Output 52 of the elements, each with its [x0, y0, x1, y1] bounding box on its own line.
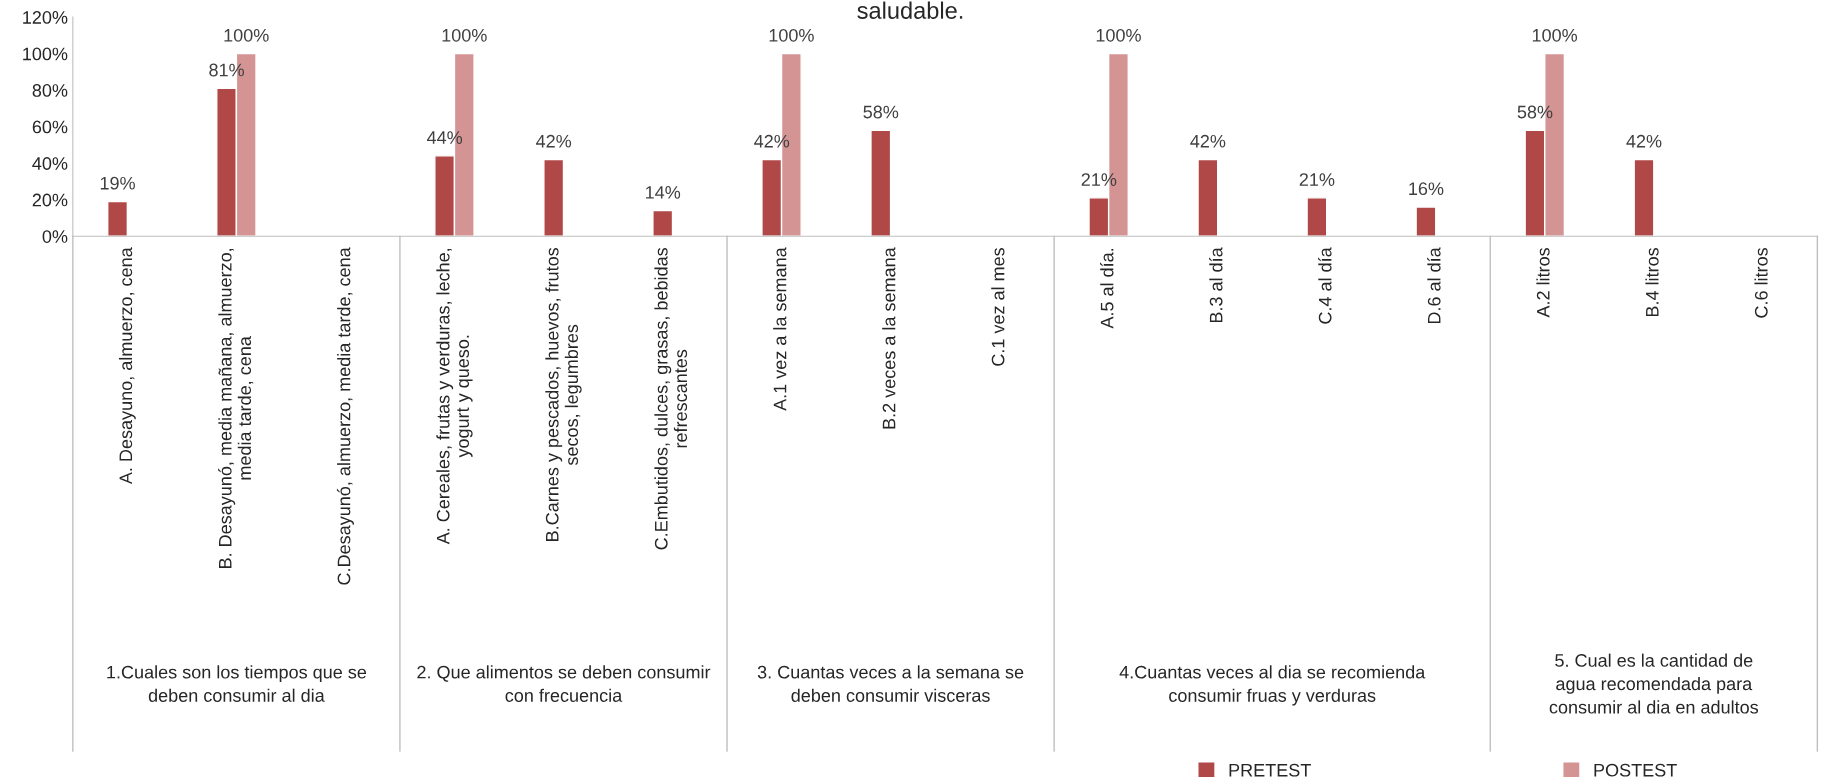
y-tick-label: 40% — [32, 157, 68, 170]
data-label: 100% — [442, 28, 487, 42]
y-tick-label: 120% — [23, 11, 68, 24]
y-tick-label: 60% — [32, 120, 68, 134]
bar — [1415, 206, 1437, 237]
text: 1.Cuales son los tiempos que se deben consumir al dia — [107, 665, 367, 702]
x-tick-label: B.4 litros — [1645, 247, 1659, 317]
x-tick-label: C.6 litros — [1754, 247, 1768, 318]
data-label: 42% — [1626, 134, 1662, 148]
bar — [1633, 158, 1655, 237]
data-label: 100% — [769, 28, 814, 42]
x-tick-label: C.4 al día — [1318, 247, 1332, 324]
data-label: 100% — [1532, 28, 1578, 42]
text: 2. Que alimentos se deben consumir con frecuencia — [417, 665, 711, 702]
x-tick-label: B.3 al día — [1209, 247, 1223, 323]
data-label: 100% — [224, 28, 269, 42]
bar — [107, 200, 129, 237]
x-tick-label: A. Cereales, frutas y verduras, leche, yogurt y queso. — [436, 248, 473, 545]
data-label: 21% — [1299, 173, 1335, 186]
x-tick-label: D.6 al día — [1427, 247, 1441, 324]
bar — [1197, 158, 1219, 237]
x-tick-label: A. Desayuno, almuerzo, cena — [118, 247, 136, 485]
x-tick-label: B.Carnes y pescados, huevos, frutos secos, legumbres — [545, 247, 582, 541]
data-label: 19% — [100, 176, 135, 190]
x-tick-label: C.Embutidos, dulces, grasas, bebidas refrescantes — [654, 247, 688, 550]
data-label: 100% — [1096, 28, 1141, 42]
x-tick-label: B.2 veces a la semana — [882, 247, 896, 429]
bar — [652, 209, 674, 237]
x-tick-label: C.Desayunó, almuerzo, media tarde, cena — [336, 247, 354, 585]
data-label: 16% — [1409, 182, 1444, 196]
x-tick-label: C.1 vez al mes — [991, 247, 1005, 366]
text: 3. Cuantas veces a la semana se deben consumir visceras — [757, 665, 1024, 702]
y-tick-label: 100% — [23, 47, 68, 61]
y-tick-label: 80% — [32, 84, 68, 97]
x-tick-label: A.1 vez a la semana — [773, 247, 787, 411]
data-label: 58% — [863, 105, 899, 119]
data-label: 42% — [536, 134, 572, 148]
y-tick-label: 0% — [42, 230, 68, 243]
chart-title: saludable. — [857, 1, 963, 19]
data-label: 42% — [1190, 134, 1226, 148]
data-label: 14% — [646, 186, 681, 199]
x-tick-label: B. Desayunó, media mañana, almuerzo, media tarde, cena — [218, 248, 254, 568]
y-tick-label: 20% — [32, 193, 68, 207]
x-tick-label: A.5 al día. — [1100, 248, 1114, 329]
text: 4.Cuantas veces al dia se recomienda consumir fruas y verduras — [1119, 665, 1426, 706]
legend-label: PRETEST — [1229, 763, 1311, 777]
bar — [1306, 197, 1328, 237]
legend-label: POSTEST — [1594, 763, 1677, 777]
text: 5. Cual es la cantidad de agua recomendada para consumir al dia en adultos — [1549, 653, 1759, 714]
bar — [543, 158, 565, 237]
x-tick-label: A.2 litros — [1536, 247, 1550, 318]
bar — [870, 129, 892, 237]
